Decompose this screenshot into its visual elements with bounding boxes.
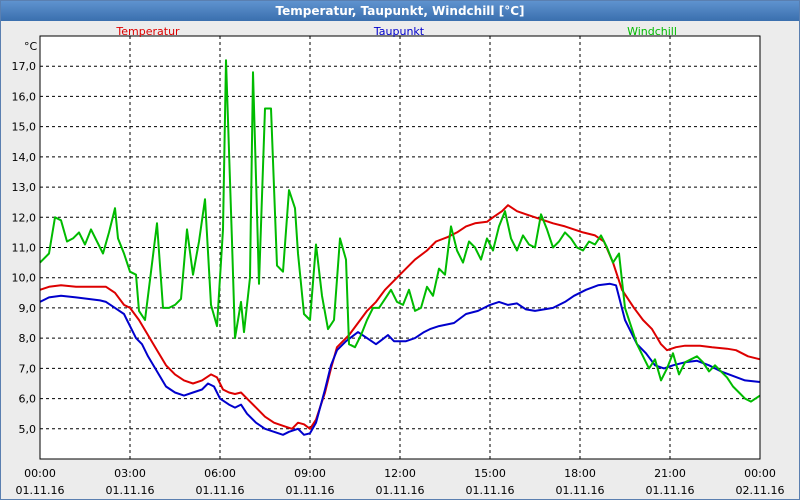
x-tick-time: 15:00 [474,467,506,480]
y-tick-label: 6,0 [19,393,37,406]
y-tick-label: 14,0 [12,151,37,164]
legend-taupunkt: Taupunkt [373,25,425,38]
x-tick-time: 03:00 [114,467,146,480]
x-tick-date: 01.11.16 [286,484,335,497]
y-tick-label: 17,0 [12,60,37,73]
y-tick-label: 9,0 [19,302,37,315]
x-tick-time: 09:00 [294,467,326,480]
y-tick-label: 13,0 [12,181,37,194]
x-tick-time: 18:00 [564,467,596,480]
y-tick-label: 10,0 [12,272,37,285]
y-tick-label: 5,0 [19,423,37,436]
y-axis-unit: °C [24,40,38,53]
x-tick-date: 02.11.16 [736,484,785,497]
series-line-taupunkt [39,282,761,436]
x-tick-labels: 00:00 01.11.16 03:00 01.11.16 06:00 01.11.16 0… [16,467,785,497]
y-tick-label: 12,0 [12,211,37,224]
x-tick-time: 21:00 [654,467,686,480]
x-tick-date: 01.11.16 [196,484,245,497]
x-tick-date: 01.11.16 [646,484,695,497]
x-tick-time: 12:00 [384,467,416,480]
y-tick-label: 7,0 [19,362,37,375]
x-tick-time: 00:00 [744,467,776,480]
plot-border [39,35,761,460]
grid-lines [40,36,760,459]
y-tick-label: 16,0 [12,90,37,103]
x-tick-date: 01.11.16 [376,484,425,497]
x-tick-date: 01.11.16 [466,484,515,497]
x-tick-time: 06:00 [204,467,236,480]
y-tick-labels: 5,0 6,0 7,0 8,0 9,0 10,0 11,0 12,0 13,0 14,0 15,0 1… [12,60,37,436]
x-tick-date: 01.11.16 [556,484,605,497]
x-tick-date: 01.11.16 [16,484,65,497]
x-tick-date: 01.11.16 [106,484,155,497]
series-line-windchill [39,59,761,403]
y-tick-label: 8,0 [19,332,37,345]
legend-windchill: Windchill [627,25,677,38]
legend-temperatur: Temperatur [115,25,180,38]
y-tick-label: 15,0 [12,121,37,134]
y-tick-label: 11,0 [12,242,37,255]
window-title: Temperatur, Taupunkt, Windchill [°C] [1,1,799,21]
x-tick-time: 00:00 [24,467,56,480]
series-lines [39,59,761,436]
